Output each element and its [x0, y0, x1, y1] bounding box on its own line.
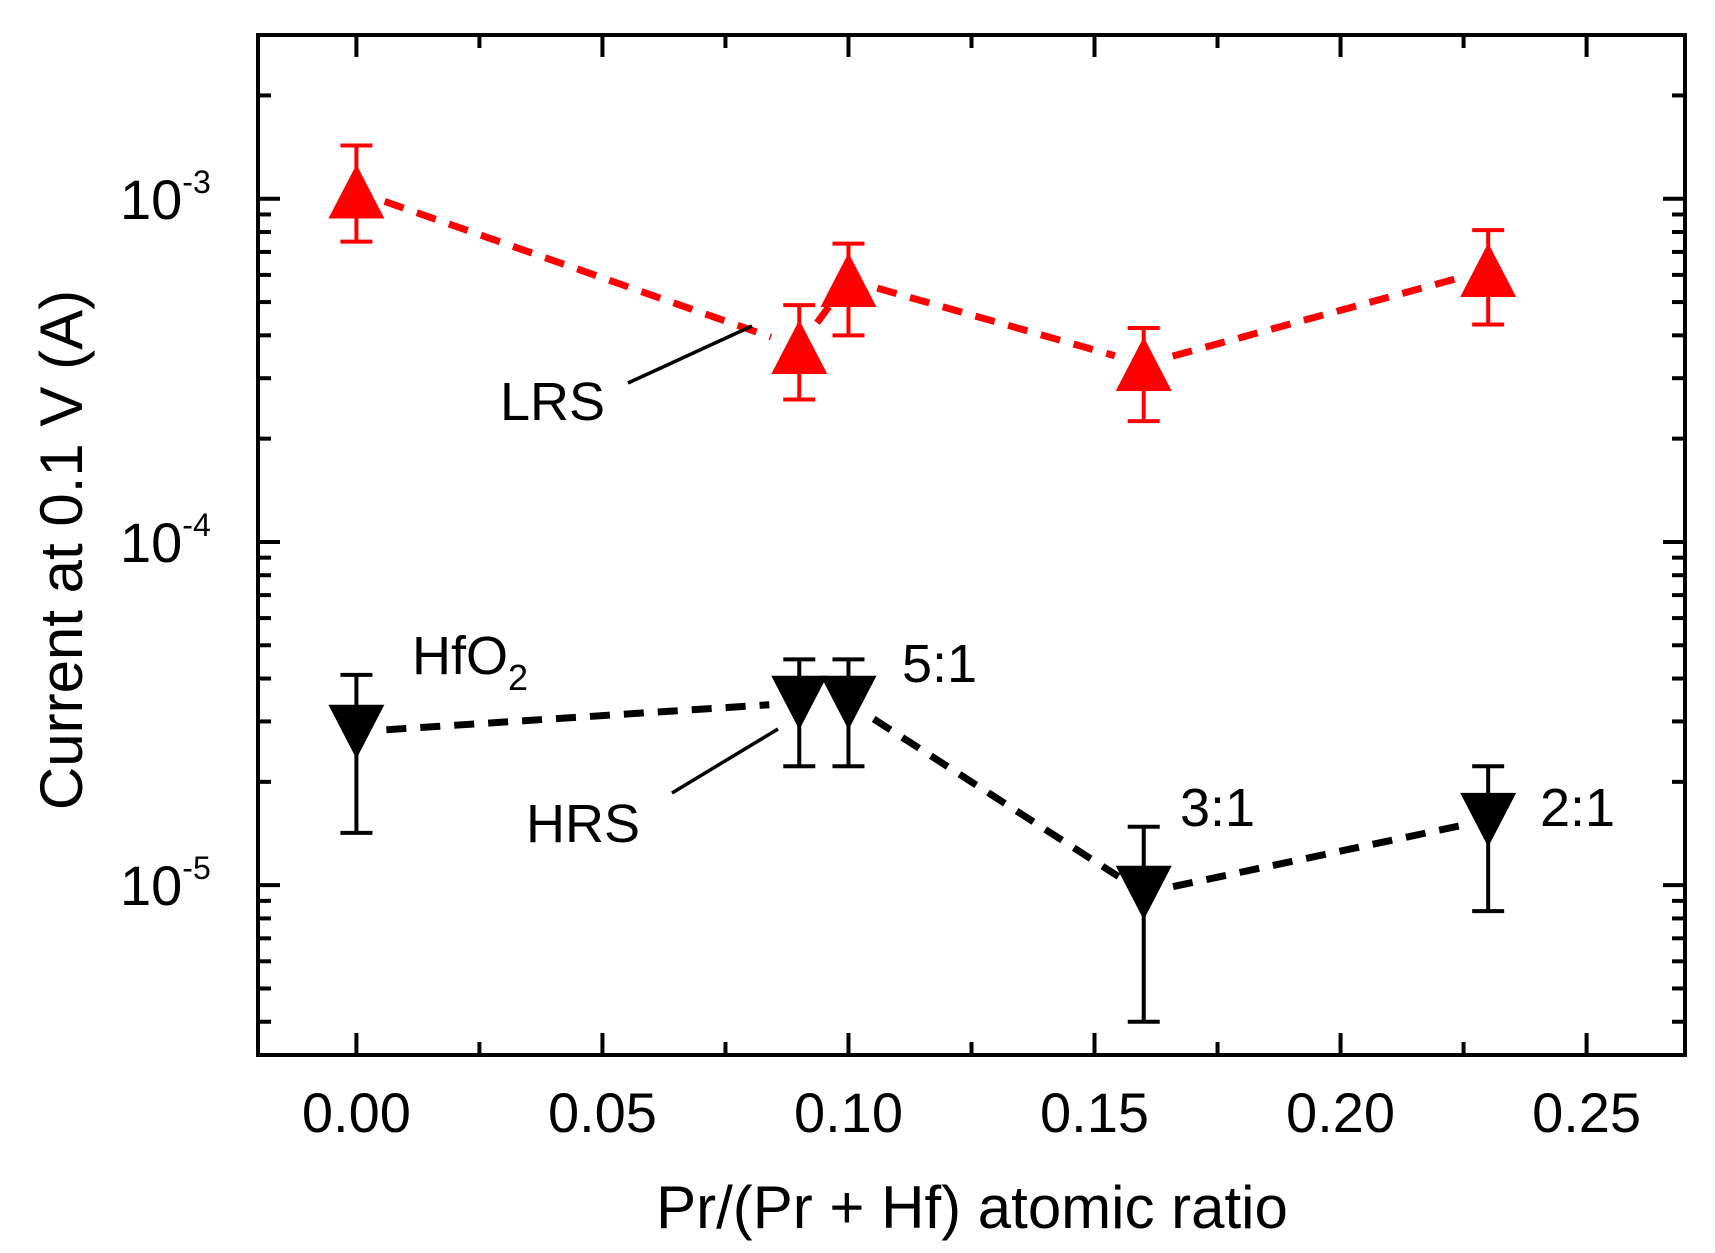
y-tick-label-exponent: -5 — [182, 850, 210, 886]
hrs-data-point — [1460, 792, 1517, 847]
y-tick-labels: 10-310-410-5 — [120, 164, 211, 917]
y-tick-label-base: 10 — [120, 511, 182, 574]
x-tick-label: 0.05 — [548, 1081, 657, 1144]
x-axis-title: Pr/(Pr + Hf) atomic ratio — [656, 1174, 1288, 1241]
x-tick-label: 0.25 — [1532, 1081, 1641, 1144]
x-tick-label: 0.20 — [1286, 1081, 1395, 1144]
hrs-data-point — [771, 675, 828, 730]
hrs-data-point — [1115, 865, 1172, 920]
lrs-data-point — [1115, 337, 1172, 392]
x-tick-label: 0.10 — [794, 1081, 903, 1144]
lrs-line-segment — [814, 302, 834, 325]
lrs-data-point — [328, 164, 385, 219]
plot-frame — [256, 33, 1687, 1057]
y-tick-label: 10-3 — [120, 164, 211, 231]
ratio-5-1-label: 5:1 — [902, 634, 977, 694]
y-axis-title: Current at 0.1 V (A) — [28, 290, 95, 810]
y-tick-label-exponent: -3 — [182, 164, 210, 200]
hrs-line-segment — [1172, 822, 1460, 891]
x-tick-label: 0.15 — [1040, 1081, 1149, 1144]
lrs-line-segment — [383, 198, 773, 341]
error-bars — [340, 143, 1505, 1024]
y-tick-label-exponent: -4 — [182, 507, 210, 543]
lrs-data-point — [1460, 243, 1517, 298]
lrs-pointer-line — [627, 324, 753, 385]
hfo2-label-base: HfO — [412, 626, 508, 686]
lrs-line-segment — [1171, 274, 1461, 360]
axis-ticks — [258, 33, 1685, 1055]
hfo2-label: HfO2 — [412, 626, 528, 698]
hrs-label: HRS — [526, 794, 640, 854]
data-markers — [328, 164, 1517, 920]
y-tick-label: 10-5 — [120, 850, 211, 917]
y-tick-label: 10-4 — [120, 507, 211, 574]
hrs-data-point — [820, 675, 877, 730]
x-tick-labels: 0.00 0.05 0.10 0.15 0.20 0.25 — [302, 1081, 1641, 1144]
hrs-data-point — [328, 704, 385, 759]
ratio-2-1-label: 2:1 — [1540, 778, 1615, 838]
lrs-line-segment — [876, 284, 1116, 360]
y-tick-label-base: 10 — [120, 854, 182, 917]
lrs-label: LRS — [500, 372, 605, 432]
ratio-3-1-label: 3:1 — [1180, 778, 1255, 838]
lrs-data-point — [820, 252, 877, 307]
hrs-line-segment — [386, 701, 770, 734]
lrs-data-point — [771, 319, 828, 374]
series-lines — [383, 198, 1461, 891]
x-tick-label: 0.00 — [302, 1081, 411, 1144]
y-tick-label-base: 10 — [120, 168, 182, 231]
hfo2-label-subscript: 2 — [508, 657, 528, 698]
hrs-line-segment — [871, 716, 1121, 880]
hrs-pointer-line — [671, 727, 779, 795]
